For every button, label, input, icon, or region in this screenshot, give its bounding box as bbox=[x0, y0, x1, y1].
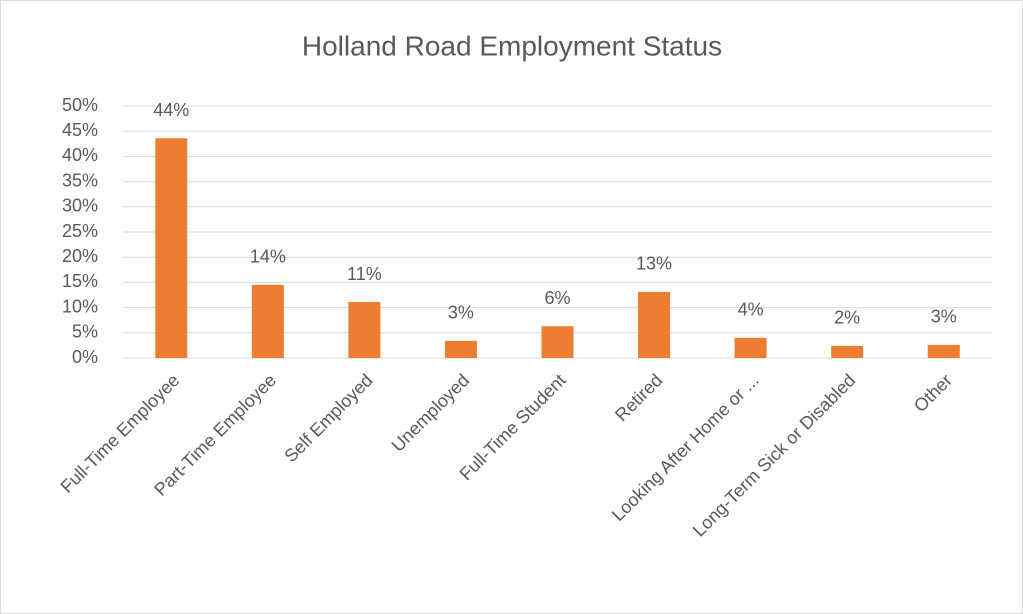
data-label: 11% bbox=[347, 264, 382, 284]
y-tick-label: 15% bbox=[62, 271, 98, 291]
data-label: 13% bbox=[636, 254, 672, 274]
chart-title: Holland Road Employment Status bbox=[302, 30, 722, 61]
bar bbox=[444, 340, 477, 358]
bar bbox=[541, 326, 574, 358]
data-label: 44% bbox=[153, 100, 189, 120]
data-label: 3% bbox=[931, 307, 957, 327]
data-label: 4% bbox=[738, 300, 764, 320]
data-label: 6% bbox=[544, 288, 570, 308]
data-label: 3% bbox=[448, 303, 474, 323]
y-tick-label: 0% bbox=[72, 347, 98, 367]
y-tick-label: 20% bbox=[62, 246, 98, 266]
bar bbox=[348, 302, 381, 358]
bar bbox=[734, 337, 767, 358]
y-tick-label: 50% bbox=[62, 95, 98, 115]
y-tick-label: 10% bbox=[62, 296, 98, 316]
y-tick-label: 30% bbox=[62, 196, 98, 216]
bar bbox=[155, 138, 188, 358]
bar bbox=[251, 284, 284, 358]
y-tick-label: 5% bbox=[72, 322, 98, 342]
y-tick-label: 25% bbox=[62, 221, 98, 241]
y-tick-label: 40% bbox=[62, 145, 98, 165]
bar bbox=[927, 344, 960, 358]
data-label: 14% bbox=[250, 247, 286, 267]
bar bbox=[831, 345, 864, 358]
data-label: 2% bbox=[834, 308, 860, 328]
bar bbox=[638, 291, 671, 358]
y-tick-label: 35% bbox=[62, 170, 98, 190]
y-tick-label: 45% bbox=[62, 120, 98, 140]
